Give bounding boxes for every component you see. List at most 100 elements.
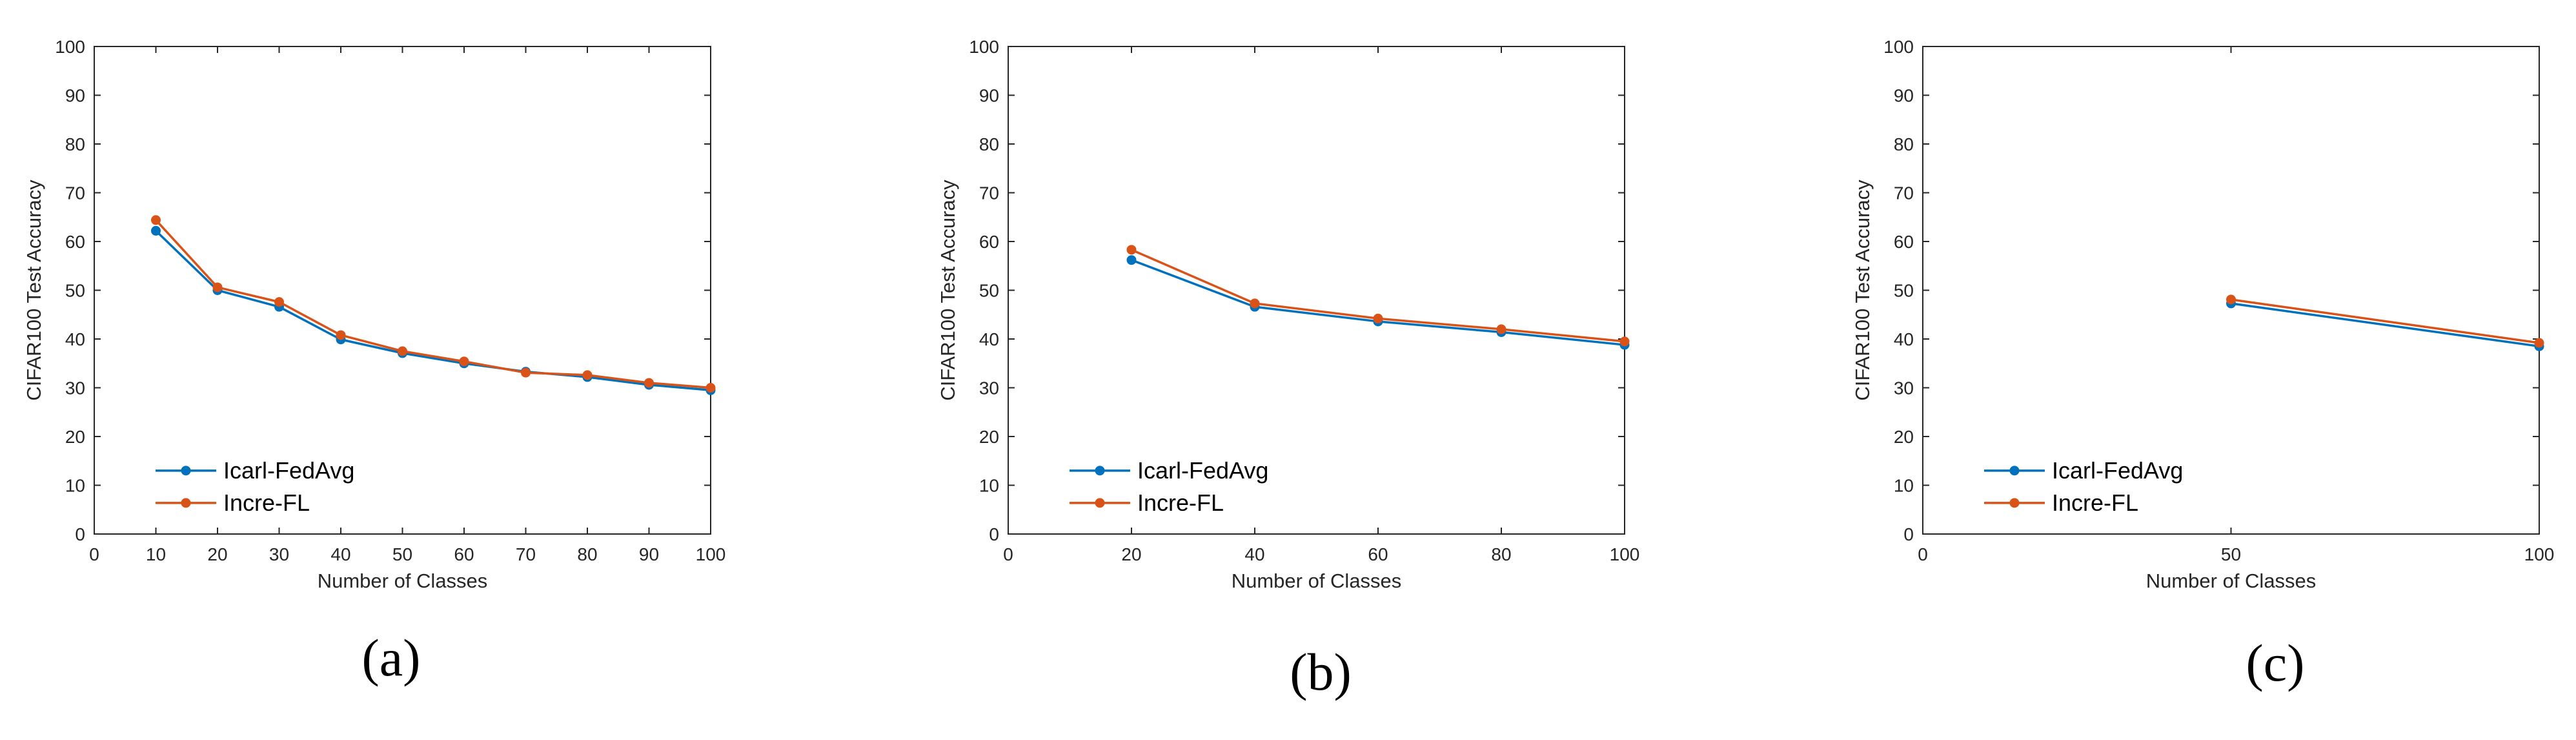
data-point-incre-fl [398,346,407,356]
y-tick-label: 40 [1894,329,1914,349]
x-tick-label: 0 [89,544,99,564]
x-axis-label: Number of Classes [1232,570,1402,592]
y-tick-label: 90 [65,86,85,106]
legend-label-incre-fl: Incre-FL [2052,489,2138,516]
x-tick-label: 50 [2221,544,2241,564]
y-tick-label: 60 [979,232,999,252]
data-point-incre-fl [521,367,531,378]
y-tick-label: 50 [1894,281,1914,301]
chart-panel-2: 0 10 20 30 40 50 60 70 80 90 100 0 20 40 60 80 100 Number… [937,37,1639,701]
y-tick-label: 80 [1894,134,1914,154]
y-axis-label: CIFAR100 Test Accuracy [1851,180,1874,401]
y-tick-label: 10 [979,476,999,496]
data-point-incre-fl [151,215,161,225]
x-tick-label: 40 [330,544,350,564]
data-point-incre-fl [1250,298,1260,309]
data-point-icarl-fedavg [1126,255,1137,265]
y-tick-label: 20 [1894,427,1914,447]
x-tick-label: 30 [269,544,289,564]
y-tick-label: 20 [65,427,85,447]
x-tick-label: 20 [207,544,227,564]
data-point-incre-fl [2226,294,2236,305]
x-tick-label: 80 [1491,544,1511,564]
y-tick-label: 20 [979,427,999,447]
y-tick-label: 100 [1883,37,1914,57]
series-line-incre-fl [2231,298,2540,344]
data-point-incre-fl [1496,324,1506,334]
panel-label: (a) [361,628,420,687]
data-point-incre-fl [1619,336,1630,347]
y-tick-label: 60 [65,232,85,252]
legend-label-icarl-fedavg: Icarl-FedAvg [2052,457,2183,484]
data-point-incre-fl [274,297,284,307]
data-point-incre-fl [705,383,716,393]
x-tick-label: 50 [392,544,412,564]
data-point-incre-fl [336,330,346,340]
y-axis-label: CIFAR100 Test Accuracy [23,180,45,401]
x-tick-label: 0 [1003,544,1013,564]
y-tick-label: 80 [65,134,85,154]
x-tick-label: 60 [454,544,474,564]
y-tick-label: 100 [55,37,85,57]
y-tick-label: 10 [1894,476,1914,496]
series-line-incre-fl [155,219,711,389]
x-tick-label: 10 [146,544,166,564]
y-tick-label: 0 [989,524,999,544]
y-tick-label: 80 [979,134,999,154]
y-tick-label: 40 [979,329,999,349]
data-point-icarl-fedavg [151,225,161,236]
y-tick-label: 70 [979,183,999,203]
x-tick-label: 60 [1368,544,1388,564]
y-tick-label: 0 [75,524,85,544]
legend-label-incre-fl: Incre-FL [1137,489,1224,516]
x-axis-label: Number of Classes [2146,570,2317,592]
legend-marker-icarl-fedavg [181,466,191,476]
y-tick-label: 30 [65,378,85,398]
x-tick-label: 0 [1918,544,1928,564]
x-tick-label: 100 [1610,544,1640,564]
x-tick-label: 40 [1244,544,1264,564]
x-axis-label: Number of Classes [318,570,488,592]
legend-label-icarl-fedavg: Icarl-FedAvg [223,457,354,484]
y-tick-label: 90 [979,86,999,106]
x-tick-label: 100 [696,544,726,564]
data-point-incre-fl [2534,338,2544,348]
legend-label-icarl-fedavg: Icarl-FedAvg [1137,457,1268,484]
x-tick-label: 70 [516,544,536,564]
y-tick-label: 90 [1894,86,1914,106]
y-tick-label: 100 [969,37,999,57]
data-point-incre-fl [1126,245,1137,255]
y-tick-label: 40 [65,329,85,349]
x-tick-label: 80 [577,544,597,564]
y-tick-label: 10 [65,476,85,496]
y-tick-label: 70 [65,183,85,203]
data-point-incre-fl [212,282,223,293]
legend-marker-incre-fl [1095,498,1105,508]
legend-label-incre-fl: Incre-FL [223,489,310,516]
y-tick-label: 30 [979,378,999,398]
x-tick-label: 100 [2524,544,2555,564]
y-tick-label: 50 [65,281,85,301]
data-point-incre-fl [1373,313,1383,324]
legend-marker-incre-fl [181,498,191,508]
chart-panel-1: 0 10 20 30 40 50 60 70 80 90 100 0 10 20 30 40 50 60 70 80 9… [23,37,725,687]
series-line-icarl-fedavg [155,230,711,392]
x-tick-label: 90 [639,544,659,564]
legend-marker-incre-fl [2009,498,2020,508]
y-tick-label: 60 [1894,232,1914,252]
panel-label: (b) [1290,642,1352,701]
data-point-incre-fl [644,378,654,388]
legend-marker-icarl-fedavg [2009,466,2020,476]
chart-panel-3: 0 10 20 30 40 50 60 70 80 90 100 0 50 100 Number of Cl… [1851,37,2554,692]
y-tick-label: 50 [979,281,999,301]
panel-label: (c) [2246,633,2304,692]
x-tick-label: 20 [1121,544,1141,564]
y-tick-label: 70 [1894,183,1914,203]
data-point-incre-fl [582,370,593,380]
y-tick-label: 30 [1894,378,1914,398]
y-axis-label: CIFAR100 Test Accuracy [937,180,959,401]
legend-marker-icarl-fedavg [1095,466,1105,476]
series-line-icarl-fedavg [2231,302,2540,348]
